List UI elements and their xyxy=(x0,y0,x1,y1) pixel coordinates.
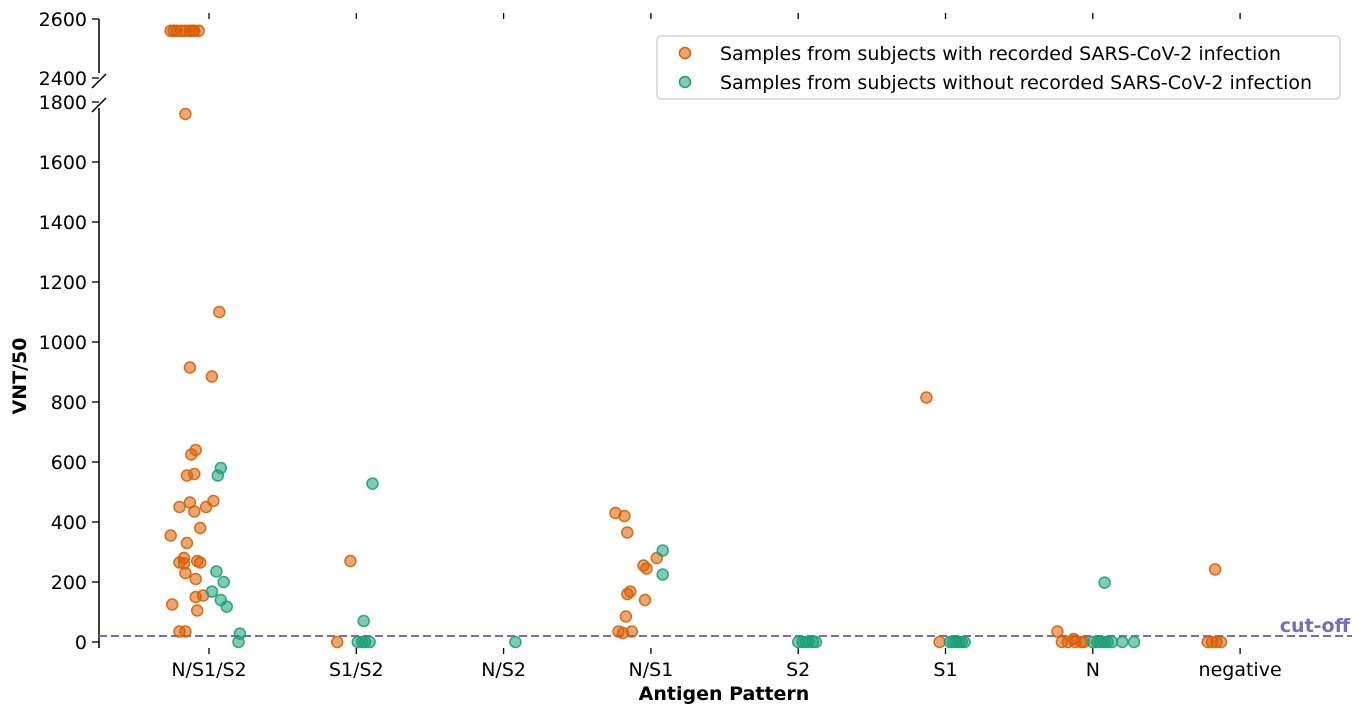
x-tick-label: negative xyxy=(1199,659,1282,681)
point-infected xyxy=(1051,625,1064,638)
point-infected xyxy=(344,554,357,568)
axis-break-mark xyxy=(91,73,107,89)
y-tick-label: 1000 xyxy=(39,332,87,354)
point-infected xyxy=(1208,563,1222,576)
point-infected xyxy=(188,505,201,518)
point-not-infected xyxy=(656,568,669,581)
x-tick-label: S1/S2 xyxy=(329,659,384,681)
point-not-infected xyxy=(205,585,219,598)
point-infected xyxy=(183,361,197,374)
point-not-infected xyxy=(211,469,225,482)
axis-break-mark xyxy=(91,97,107,113)
point-infected xyxy=(173,500,186,514)
point-not-infected xyxy=(1127,635,1141,649)
point-not-infected xyxy=(220,600,233,613)
point-not-infected xyxy=(809,635,823,649)
point-infected xyxy=(330,635,344,649)
point-not-infected xyxy=(217,575,230,589)
point-not-infected xyxy=(210,565,223,578)
point-infected xyxy=(164,529,177,542)
x-tick-label: N/S1 xyxy=(629,659,674,681)
legend-entry-label: Samples from subjects with recorded SARS… xyxy=(720,43,1281,65)
cutoff-label: cut-off xyxy=(1280,615,1351,637)
y-axis-title: VNT/50 xyxy=(9,338,31,415)
point-infected xyxy=(193,521,207,535)
point-not-infected xyxy=(366,477,379,490)
point-infected xyxy=(180,536,194,550)
x-tick-label: S2 xyxy=(786,659,810,681)
point-not-infected xyxy=(357,614,370,628)
data-points xyxy=(164,24,1228,649)
point-infected xyxy=(618,509,631,523)
point-not-infected xyxy=(656,544,669,557)
legend-marker xyxy=(678,75,692,89)
legend-entry-label: Samples from subjects without recorded S… xyxy=(720,72,1312,94)
y-tick-label: 1400 xyxy=(39,212,87,234)
point-not-infected xyxy=(509,635,522,649)
point-infected xyxy=(640,562,653,575)
x-axis-title: Antigen Pattern xyxy=(639,683,810,705)
point-infected xyxy=(193,556,207,569)
point-infected xyxy=(933,635,946,649)
y-tick-label: 400 xyxy=(51,512,87,534)
point-not-infected xyxy=(1098,576,1111,589)
point-infected xyxy=(185,448,198,461)
y-tick-label: 2400 xyxy=(39,68,87,90)
point-not-infected xyxy=(1105,635,1119,649)
point-infected xyxy=(920,391,933,404)
point-infected xyxy=(189,572,202,586)
cutoff-layer: cut-off xyxy=(99,615,1352,637)
y-tick-label: 800 xyxy=(51,392,87,414)
point-not-infected xyxy=(958,635,971,649)
point-infected xyxy=(621,526,634,539)
y-tick-label: 1200 xyxy=(39,272,87,294)
legend-marker xyxy=(678,46,692,60)
point-not-infected xyxy=(1116,635,1129,649)
x-tick-label: N/S1/S2 xyxy=(171,659,246,681)
point-infected xyxy=(179,107,192,121)
point-infected xyxy=(189,590,202,604)
point-infected xyxy=(619,610,633,623)
y-tick-label: 200 xyxy=(51,572,87,594)
point-infected xyxy=(205,370,219,383)
point-infected xyxy=(180,469,194,482)
point-infected xyxy=(638,593,652,607)
point-not-infected xyxy=(232,635,245,649)
point-infected xyxy=(179,625,192,638)
x-tick-label: N/S2 xyxy=(481,659,526,681)
legend-box xyxy=(656,35,1341,100)
y-tick-label: 2600 xyxy=(39,9,87,31)
point-infected xyxy=(621,587,634,601)
point-infected xyxy=(190,604,204,617)
point-infected xyxy=(1214,635,1228,649)
x-tick-label: N xyxy=(1086,659,1100,681)
point-infected xyxy=(213,305,226,319)
point-infected xyxy=(192,24,205,38)
y-tick-label: 0 xyxy=(75,632,87,654)
x-tick-label: S1 xyxy=(933,659,957,681)
y-tick-label: 1800 xyxy=(39,92,87,114)
y-tick-label: 1600 xyxy=(39,152,87,174)
point-infected xyxy=(199,500,213,514)
point-not-infected xyxy=(363,635,376,649)
legend: Samples from subjects with recorded SARS… xyxy=(656,35,1341,100)
point-infected xyxy=(165,598,179,611)
point-infected xyxy=(179,566,192,580)
point-infected xyxy=(616,626,630,640)
y-tick-label: 600 xyxy=(51,452,87,474)
